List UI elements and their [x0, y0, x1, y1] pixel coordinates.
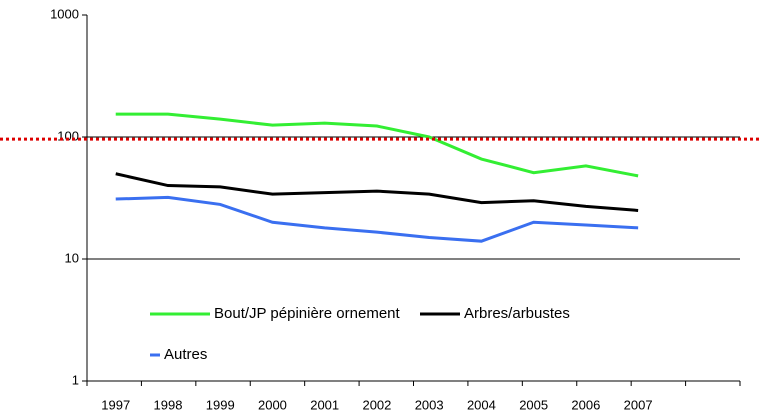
y-tick-label: 1000: [50, 6, 79, 21]
x-tick-label: 2003: [415, 397, 444, 412]
y-tick-label: 1: [72, 372, 79, 387]
y-tick-label: 10: [65, 250, 79, 265]
legend-label: Autres: [164, 346, 207, 363]
x-tick-label: 2000: [258, 397, 287, 412]
series-line: [115, 112, 639, 178]
series-line: [115, 195, 639, 243]
x-tick-label: 2001: [310, 397, 339, 412]
x-tick-label: 2004: [467, 397, 496, 412]
series-line: [115, 172, 639, 212]
x-tick-label: 2007: [624, 397, 653, 412]
x-tick-label: 1997: [101, 397, 130, 412]
x-tick-label: 2006: [571, 397, 600, 412]
x-tick-label: 1999: [206, 397, 235, 412]
x-tick-label: 2005: [519, 397, 548, 412]
x-tick-label: 1998: [154, 397, 183, 412]
x-tick-label: 2002: [362, 397, 391, 412]
legend-label: Arbres/arbustes: [464, 305, 570, 322]
legend-label: Bout/JP pépinière ornement: [214, 305, 401, 322]
y-tick-label: 100: [57, 128, 79, 143]
